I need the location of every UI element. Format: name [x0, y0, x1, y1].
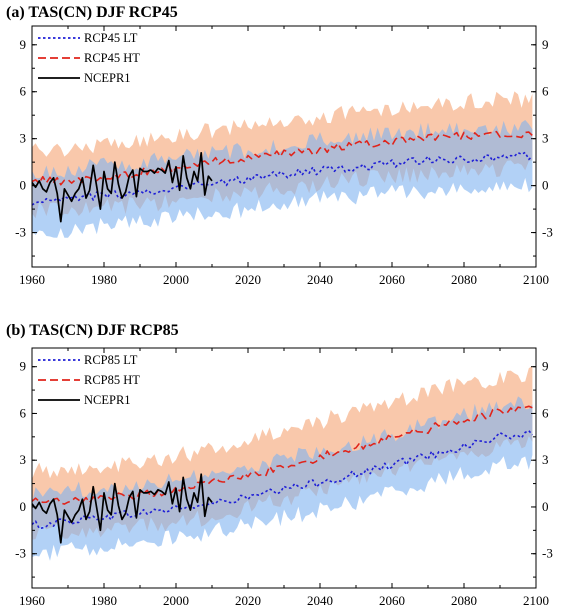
y-tick-label-left: 6	[20, 84, 27, 99]
y-tick-label-right: -3	[542, 546, 553, 561]
y-tick-label-left: -3	[15, 225, 26, 240]
x-tick-label: 2000	[163, 272, 189, 287]
x-tick-label: 2100	[523, 272, 549, 287]
legend: RCP85 LT RCP85 HT NCEPR1	[38, 353, 140, 407]
x-tick-label: 2080	[451, 593, 477, 608]
legend-label: RCP45 LT	[84, 31, 138, 45]
y-tick-label-left: -3	[15, 546, 26, 561]
legend-label: NCEPR1	[84, 393, 131, 407]
x-tick-label: 2060	[379, 593, 405, 608]
y-tick-label-left: 9	[20, 359, 27, 374]
legend-label: NCEPR1	[84, 71, 131, 85]
y-tick-label-right: 6	[542, 405, 549, 420]
y-tick-label-left: 6	[20, 405, 27, 420]
series-line-rcp45-ht	[31, 130, 533, 186]
series-line-rcp45-lt	[31, 151, 533, 206]
y-tick-label-right: 0	[542, 499, 549, 514]
legend-label: RCP45 HT	[84, 51, 140, 65]
x-tick-label: 1980	[91, 272, 117, 287]
chart-panel-a: (a) TAS(CN) DJF RCP45 1960 1980 2000 2020 204…	[6, 4, 553, 287]
x-tick-label: 2060	[379, 272, 405, 287]
x-tick-label: 2100	[523, 593, 549, 608]
y-tick-label-right: 3	[542, 452, 549, 467]
legend-label: RCP85 HT	[84, 373, 140, 387]
y-tick-label-left: 0	[20, 499, 27, 514]
x-tick-label: 2080	[451, 272, 477, 287]
y-tick-label-right: 0	[542, 178, 549, 193]
x-tick-label: 1960	[19, 593, 45, 608]
x-tick-label: 2040	[307, 593, 333, 608]
chart-panel-b: (b) TAS(CN) DJF RCP85 1960 1980 2000 2020 204…	[6, 322, 553, 608]
chart-title: (a) TAS(CN) DJF RCP45	[6, 4, 178, 21]
y-tick-label-right: 9	[542, 37, 549, 52]
x-tick-label: 1980	[91, 593, 117, 608]
y-tick-label-right: 6	[542, 84, 549, 99]
y-tick-label-left: 3	[20, 131, 27, 146]
series-line-ncepr1	[31, 473, 213, 544]
series-line-rcp85-ht	[31, 405, 533, 505]
spread-band-rcp45-lt	[32, 120, 533, 238]
x-tick-label: 1960	[19, 272, 45, 287]
series-line-rcp85-lt	[31, 429, 534, 530]
x-tick-label: 2020	[235, 272, 261, 287]
x-tick-label: 2020	[235, 593, 261, 608]
x-tick-label: 2000	[163, 593, 189, 608]
chart-title: (b) TAS(CN) DJF RCP85	[6, 322, 179, 339]
legend: RCP45 LT RCP45 HT NCEPR1	[38, 31, 140, 85]
y-tick-label-right: -3	[542, 225, 553, 240]
legend-label: RCP85 LT	[84, 353, 138, 367]
y-tick-label-right: 9	[542, 359, 549, 374]
x-tick-label: 2040	[307, 272, 333, 287]
y-tick-label-right: 3	[542, 131, 549, 146]
y-tick-label-left: 3	[20, 452, 27, 467]
spread-band-rcp85-lt	[32, 396, 533, 561]
series-line-ncepr1	[31, 151, 213, 223]
y-tick-label-left: 0	[20, 178, 27, 193]
y-tick-label-left: 9	[20, 37, 27, 52]
